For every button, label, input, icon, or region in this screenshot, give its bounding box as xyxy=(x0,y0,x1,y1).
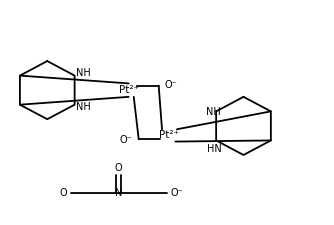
Text: NH: NH xyxy=(76,68,91,78)
Text: NH: NH xyxy=(206,107,220,117)
Text: HN: HN xyxy=(207,144,221,154)
Text: O⁻: O⁻ xyxy=(170,188,183,198)
Text: O⁻: O⁻ xyxy=(120,135,133,145)
Text: N: N xyxy=(115,188,123,198)
Text: NH: NH xyxy=(76,102,91,112)
Text: Pt²⁺: Pt²⁺ xyxy=(119,85,139,95)
Text: Pt²⁺: Pt²⁺ xyxy=(159,130,179,140)
Text: O: O xyxy=(59,188,67,198)
Text: O⁻: O⁻ xyxy=(165,80,177,90)
Text: O: O xyxy=(115,163,123,173)
